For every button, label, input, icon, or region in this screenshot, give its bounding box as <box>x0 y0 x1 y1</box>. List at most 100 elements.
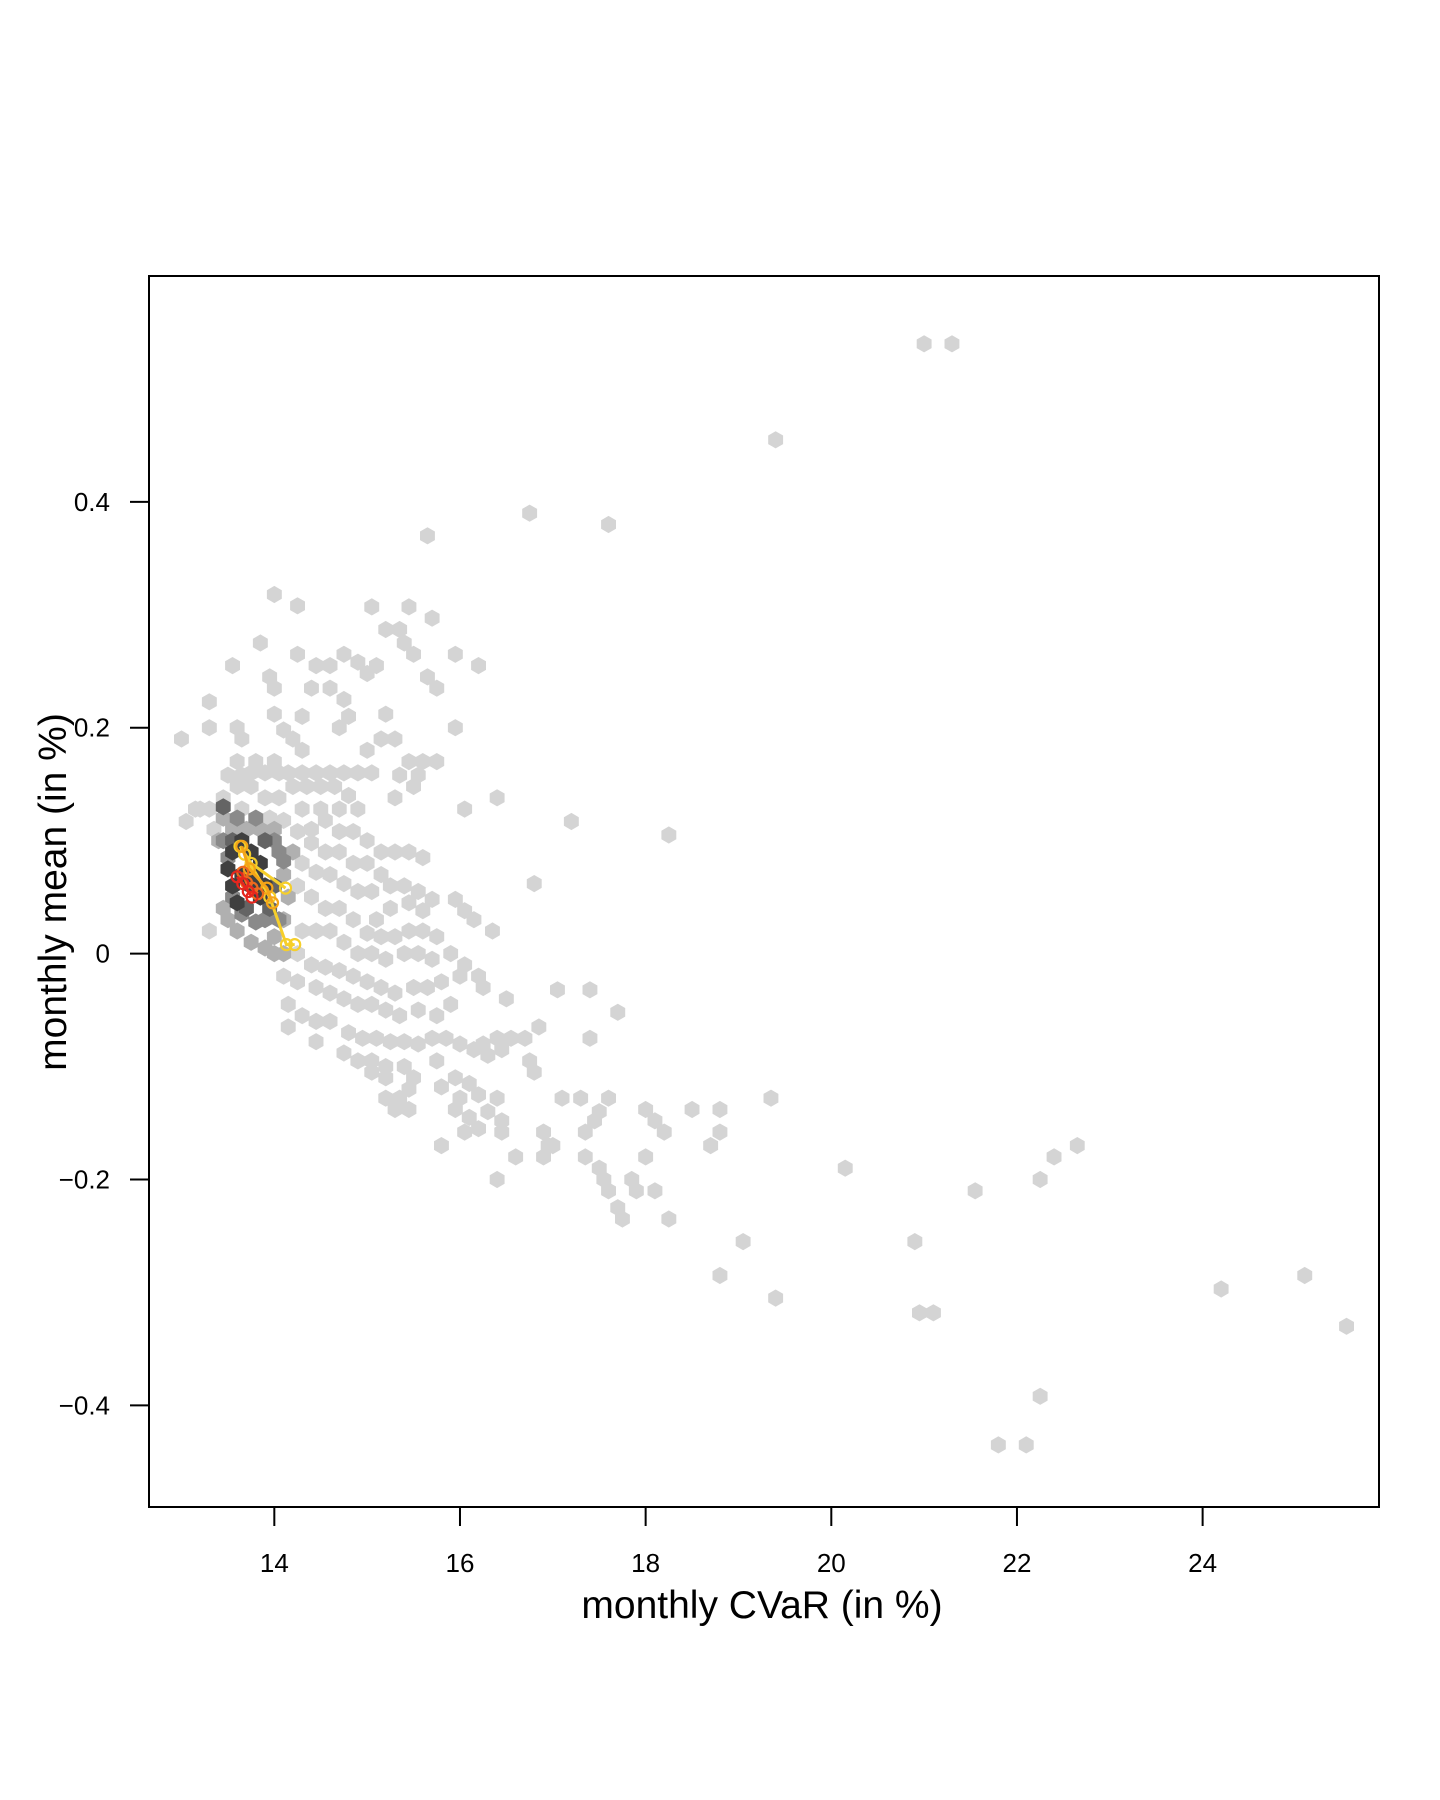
hexbin-cell <box>359 832 375 850</box>
hexbin-cell <box>336 764 352 782</box>
hexbin-cell <box>401 894 417 912</box>
hexbin-cell <box>304 888 319 906</box>
hexbin-cell <box>907 1233 923 1251</box>
hexbin-cell <box>271 789 287 807</box>
hexbin-cell <box>452 1035 468 1053</box>
hexbin-cell <box>582 1029 598 1047</box>
hexbin-cell <box>174 730 189 748</box>
hexbin-cell <box>489 1170 505 1189</box>
hexbin-cell <box>327 777 343 796</box>
hexbin-cell <box>304 679 319 697</box>
hexbin-cell <box>345 854 361 872</box>
hexbin-cell <box>628 1182 644 1200</box>
hexbin-cell <box>215 809 231 827</box>
trajectory-point <box>235 839 249 853</box>
hexbin-cell <box>229 894 245 912</box>
hexbin-cell <box>322 679 338 697</box>
hexbin-cell <box>387 843 403 861</box>
hexbin-cell <box>248 913 264 931</box>
hexbin-cell <box>331 899 347 917</box>
hexbin-cell <box>438 1029 454 1047</box>
hexbin-cell <box>350 653 366 671</box>
hexbin-cell <box>378 1089 394 1107</box>
hexbin-cell <box>382 899 398 917</box>
hexbin-cell <box>406 777 421 796</box>
x-axis-title: monthly CVaR (in %) <box>581 1584 942 1627</box>
hexbin-cell <box>257 764 273 782</box>
hexbin-cell <box>378 1001 394 1019</box>
hexbin-cell <box>201 719 217 737</box>
trajectory-point <box>279 937 293 952</box>
hexbin-cell <box>294 707 310 725</box>
x-tick-label: 20 <box>817 1548 846 1578</box>
hexbin-cell <box>471 1120 486 1138</box>
hexbin-cell <box>308 978 324 997</box>
hexbin-cell <box>243 933 259 951</box>
hexbin-cell <box>1297 1266 1313 1285</box>
y-tick-label: 0.4 <box>74 487 110 517</box>
hexbin-cell <box>364 1052 380 1070</box>
hexbin-cell <box>401 753 417 771</box>
hexbin-cell <box>331 719 347 737</box>
hexbin-cell <box>322 866 338 884</box>
hexbin-cell <box>494 1123 510 1141</box>
hexbin-cell <box>317 958 333 976</box>
hexbin-cell <box>308 1012 324 1030</box>
hexbin-cell <box>336 645 352 663</box>
hexbin-cell <box>229 922 245 940</box>
hexbin-cell <box>294 1007 310 1025</box>
hexbin-cell <box>304 834 319 852</box>
hexbin-cell <box>243 777 259 796</box>
x-tick-label: 22 <box>1003 1548 1032 1578</box>
hexbin-cell <box>424 1029 440 1047</box>
hexbin-cell <box>201 922 217 940</box>
hexbin-cell <box>396 1058 412 1076</box>
hexbin-cell <box>447 1100 463 1119</box>
hexbin-cell <box>420 527 435 545</box>
hexbin-cell <box>396 945 412 963</box>
hexbin-cell <box>378 1069 394 1087</box>
hexbin-cell <box>350 995 366 1013</box>
hexbin-cell <box>415 902 431 920</box>
hexbin-cell <box>364 1063 380 1081</box>
hexbin-cell <box>577 1123 593 1141</box>
hexbin-cell <box>647 1182 663 1200</box>
hexbin-cell <box>280 995 296 1013</box>
hexbin-cell <box>447 645 463 663</box>
y-tick-label: −0.4 <box>59 1390 110 1420</box>
hexbin-cell <box>471 1086 486 1104</box>
hexbin-cell <box>712 1266 728 1285</box>
hexbin-cell <box>661 1210 677 1228</box>
hexbin-cell <box>387 789 403 807</box>
hexbin-cell <box>220 766 236 784</box>
hexbin-cell <box>1046 1148 1062 1166</box>
hexbin-cell <box>285 730 301 748</box>
hexbin-cell <box>526 875 542 893</box>
hexbin-cell <box>336 875 352 893</box>
hexbin-cell <box>308 657 324 675</box>
hexbin-cell <box>257 789 273 807</box>
hexbin-cell <box>531 1018 547 1036</box>
hexbin-cell <box>369 1029 384 1047</box>
hexbin-cell <box>415 753 431 771</box>
hexbin-cell <box>290 645 305 663</box>
hexbin-cell <box>429 1052 445 1070</box>
hexbin-cell <box>229 809 245 827</box>
hexbin-cell <box>990 1436 1006 1454</box>
hexbin-cell <box>266 928 282 946</box>
hexbin-cell <box>684 1100 700 1119</box>
hexbin-cell <box>341 786 356 805</box>
hexbin-cell <box>322 657 338 675</box>
hexbin-cell <box>406 645 421 663</box>
hexbin-cell <box>429 753 445 771</box>
hexbin-cell <box>378 705 394 723</box>
hexbin-cell <box>266 705 282 723</box>
hexbin-cell <box>290 973 305 991</box>
hexbin-cell <box>378 620 394 639</box>
hexbin-cell <box>926 1304 941 1322</box>
hexbin-cell <box>304 820 319 838</box>
hexbin-cell <box>322 1012 338 1030</box>
trajectory-point <box>260 881 274 895</box>
hexbin-cell <box>536 1123 551 1141</box>
trajectory-line <box>240 845 274 904</box>
